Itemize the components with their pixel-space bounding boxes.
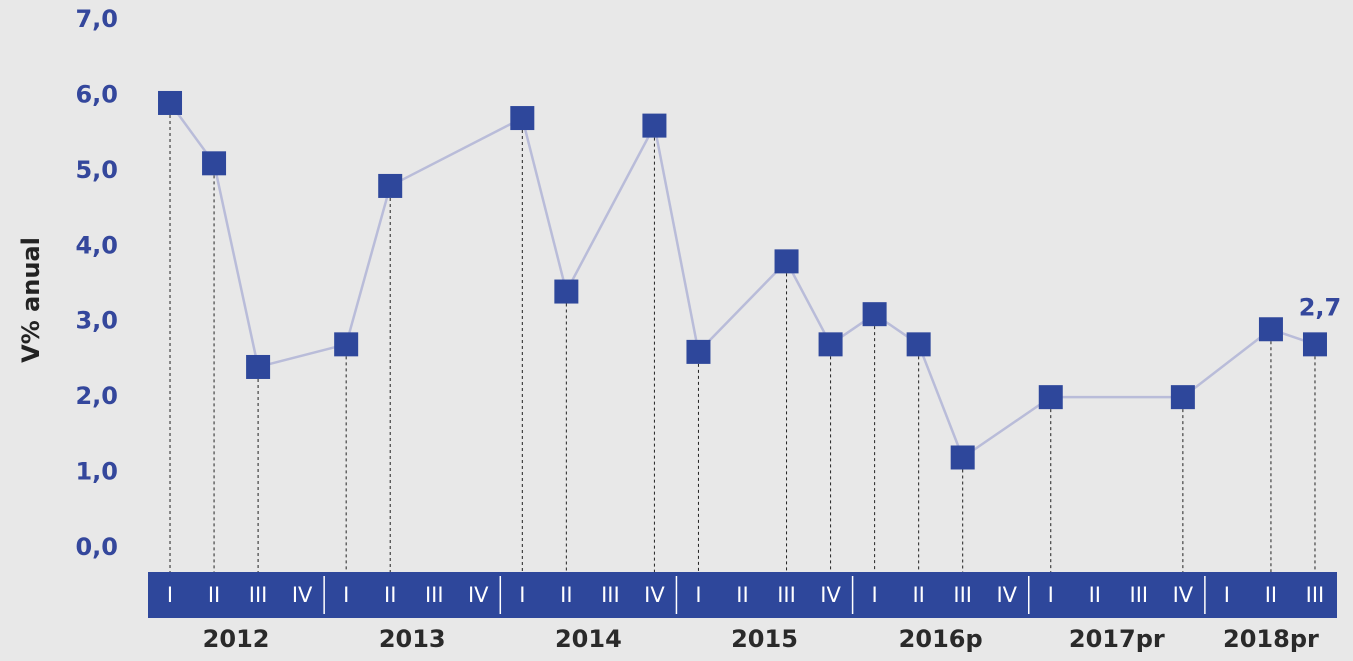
x-tick-label: IV (468, 583, 489, 607)
line-segment (565, 125, 656, 293)
point-marker (158, 90, 183, 115)
year-label: 2018pr (1223, 625, 1319, 653)
x-tick-label: III (953, 583, 972, 607)
x-tick-label: III (601, 583, 620, 607)
x-tick-label: III (249, 583, 268, 607)
line-segment (697, 260, 788, 353)
x-tick-label: IV (996, 583, 1017, 607)
point-marker (378, 173, 403, 198)
data-label: 2,7 (1299, 293, 1342, 321)
y-tick-label: 0,0 (75, 533, 118, 561)
line-segment (1182, 328, 1272, 399)
line-segment (785, 260, 832, 345)
x-tick-label: II (1265, 583, 1277, 607)
y-tick-label: 6,0 (75, 80, 118, 108)
year-label: 2013 (379, 625, 446, 653)
line-segment (257, 343, 347, 369)
y-tick-label: 3,0 (75, 307, 118, 335)
point-marker (950, 445, 975, 470)
x-tick-label: IV (292, 583, 313, 607)
point-marker (686, 339, 711, 364)
x-tick-label: IV (820, 583, 841, 607)
line-segment (344, 185, 392, 345)
y-axis-title: V% anual (17, 237, 45, 363)
quarter-band (148, 572, 1337, 618)
y-tick-label: 5,0 (75, 156, 118, 184)
x-tick-label: I (519, 583, 525, 607)
point-marker (246, 354, 271, 379)
point-marker (642, 113, 667, 138)
line-segment (961, 396, 1052, 459)
x-tick-label: II (384, 583, 396, 607)
point-marker (862, 302, 887, 327)
point-marker (906, 332, 931, 357)
x-tick-label: I (167, 583, 173, 607)
point-marker (1258, 317, 1283, 342)
point-marker (554, 279, 579, 304)
x-tick-label: IV (644, 583, 665, 607)
x-tick-label: I (343, 583, 349, 607)
line-segment (521, 117, 568, 292)
point-marker (510, 106, 535, 131)
year-label: 2014 (555, 625, 622, 653)
point-marker (774, 249, 799, 274)
x-tick-label: II (208, 583, 220, 607)
y-tick-label: 4,0 (75, 231, 118, 259)
line-segment (653, 125, 700, 353)
x-tick-label: I (1224, 583, 1230, 607)
point-marker (818, 332, 843, 357)
x-tick-label: III (1306, 583, 1325, 607)
point-marker (202, 151, 227, 176)
x-tick-label: II (912, 583, 924, 607)
y-tick-label: 1,0 (75, 458, 118, 486)
year-label: 2012 (203, 625, 270, 653)
x-tick-label: III (425, 583, 444, 607)
x-tick-label: III (1130, 583, 1149, 607)
year-label: 2017pr (1069, 625, 1165, 653)
x-tick-label: I (872, 583, 878, 607)
x-tick-label: IV (1173, 583, 1194, 607)
line-segment (212, 163, 260, 368)
x-tick-label: III (777, 583, 796, 607)
x-tick-label: II (1089, 583, 1101, 607)
line-segment (389, 116, 523, 188)
x-tick-label: I (1048, 583, 1054, 607)
point-marker (1038, 385, 1063, 410)
x-tick-label: II (736, 583, 748, 607)
x-tick-label: I (695, 583, 701, 607)
point-marker (1302, 332, 1327, 357)
point-marker (334, 332, 359, 357)
line-segment (917, 343, 964, 458)
point-marker (1170, 385, 1195, 410)
y-tick-label: 7,0 (75, 5, 118, 33)
year-label: 2015 (731, 625, 798, 653)
x-tick-label: II (560, 583, 572, 607)
year-label: 2016p (899, 625, 983, 653)
y-tick-label: 2,0 (75, 382, 118, 410)
